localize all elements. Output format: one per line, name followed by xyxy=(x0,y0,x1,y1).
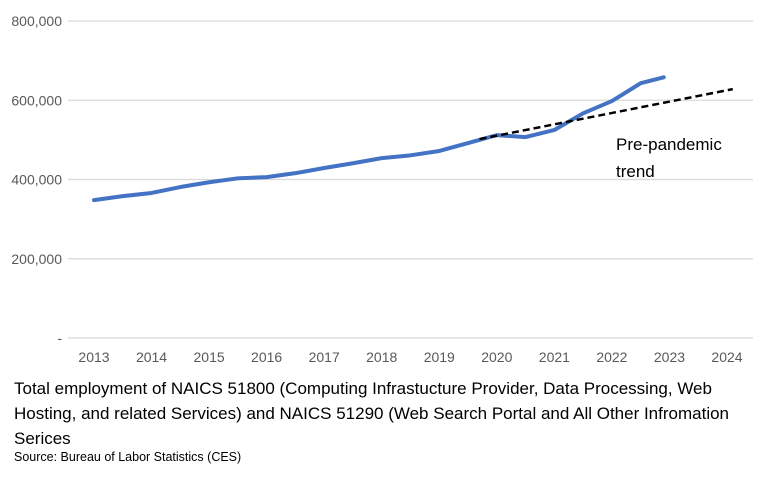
y-tick-label: 800,000 xyxy=(11,13,62,29)
y-tick-label: 600,000 xyxy=(11,92,62,108)
x-tick-label: 2019 xyxy=(424,349,455,365)
trend-line xyxy=(479,87,733,141)
x-tick-label: 2021 xyxy=(539,349,570,365)
x-tick-label: 2023 xyxy=(654,349,685,365)
employment-line xyxy=(92,75,666,203)
x-tick-label: 2015 xyxy=(194,349,225,365)
line-chart: - 200,000 400,000 600,000 800,000 2013 2014 20… xyxy=(11,13,753,365)
x-tick-label: 2018 xyxy=(366,349,397,365)
x-tick-label: 2022 xyxy=(596,349,627,365)
x-tick-label: 2017 xyxy=(309,349,340,365)
chart-caption: Total employment of NAICS 51800 (Computi… xyxy=(14,379,730,448)
source-note: Source: Bureau of Labor Statistics (CES) xyxy=(14,450,242,464)
y-tick-label: 400,000 xyxy=(11,172,62,188)
annotation-line2: trend xyxy=(616,162,655,181)
annotation-line1: Pre-pandemic xyxy=(616,135,722,154)
x-tick-label: 2024 xyxy=(711,349,742,365)
x-tick-label: 2013 xyxy=(78,349,109,365)
y-tick-label: - xyxy=(57,330,62,346)
x-tick-label: 2014 xyxy=(136,349,167,365)
y-tick-label: 200,000 xyxy=(11,251,62,267)
x-tick-label: 2020 xyxy=(481,349,512,365)
x-tick-label: 2016 xyxy=(251,349,282,365)
